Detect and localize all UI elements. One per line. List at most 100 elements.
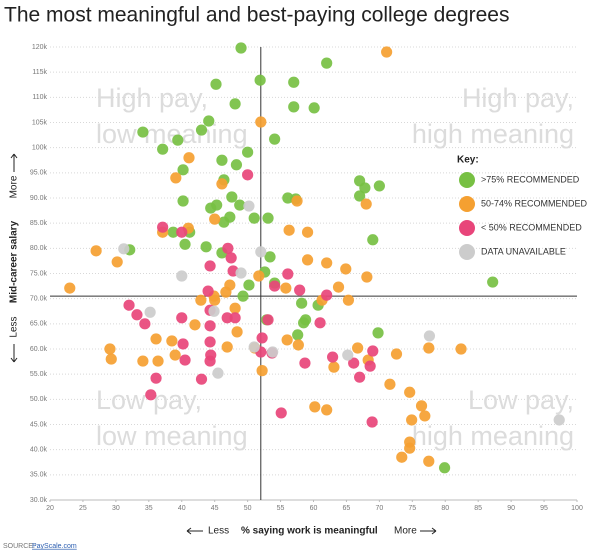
point [487,276,499,288]
point [423,330,436,342]
point [152,355,164,367]
point [90,245,102,257]
point [176,226,188,238]
quadrant-label: low meaning [96,421,248,451]
point [328,361,340,373]
point [195,294,207,306]
point [384,378,396,390]
point [172,134,184,146]
point [404,386,416,398]
point [209,213,221,225]
point [234,199,246,211]
point [390,348,403,360]
quadrant-label: high meaning [412,421,574,451]
point [361,271,373,283]
point [221,312,233,324]
y-tick-label: 70.0k [30,296,48,303]
point [167,226,179,238]
point [235,267,247,279]
x-tick-label: 50 [244,505,252,512]
point [309,401,321,413]
arrow [420,527,437,535]
point [139,318,151,330]
point [288,101,300,113]
point [216,154,228,166]
point [301,254,314,266]
legend-title: Key: [457,155,479,166]
point [204,320,216,332]
point [373,180,385,192]
point [292,339,304,351]
point [553,414,565,426]
y-tick-label: 120k [32,44,48,51]
point [372,327,384,339]
point [292,329,304,341]
x-tick-label: 55 [277,505,285,512]
x-tick-label: 30 [112,505,120,512]
point [189,319,201,331]
point [208,305,220,317]
point [237,290,249,302]
quadrant-label: low meaning [96,119,248,149]
point [364,360,376,372]
point [438,462,451,474]
point [176,312,188,324]
point [226,191,238,203]
point [332,281,345,293]
y-tick-label: 90.0k [30,195,48,202]
point [269,133,281,145]
quadrant-label: high meaning [412,119,574,149]
point [177,195,189,207]
point [423,342,435,354]
point [137,355,149,367]
point [212,367,224,379]
point [348,357,360,369]
point [243,200,255,212]
point [381,46,393,58]
legend-label: >75% RECOMMENDED [481,174,580,184]
point [179,354,191,366]
point [308,102,320,114]
y-axis-label: Mid-career salary [9,220,20,303]
point [242,169,254,181]
legend-marker [459,172,475,188]
point [314,317,326,329]
point [419,410,431,422]
legend-marker [459,220,475,236]
point [359,182,371,194]
legend-marker [459,196,475,212]
point [204,336,216,348]
point [183,152,195,164]
source-link[interactable]: PayScale.com [32,543,77,550]
x-axis-label: % saying work is meaningful [241,526,378,537]
quadrant-label: Low pay, [468,385,574,415]
point [200,241,212,253]
y-tick-label: 100k [32,145,48,152]
point [111,256,123,268]
point [105,353,117,365]
x-more: More [394,526,417,537]
x-less: Less [208,526,229,537]
point [150,333,162,345]
point [396,451,408,463]
point [231,326,243,338]
points [64,42,565,474]
y-tick-label: 55.0k [30,371,48,378]
point [275,407,287,419]
y-tick-label: 85.0k [30,220,48,227]
quadrant-label: High pay, [96,83,208,113]
point [283,224,295,236]
point [256,332,268,344]
arrow [10,153,18,172]
point [321,289,333,301]
point [352,342,364,354]
arrow [10,344,18,363]
point [255,116,267,128]
y-tick-label: 105k [32,119,48,126]
point [118,243,130,255]
x-tick-label: 90 [507,505,515,512]
x-tick-label: 20 [46,505,54,512]
chart-title: The most meaningful and best-paying coll… [4,4,509,27]
point [144,306,156,318]
y-axis-label-group: Mid-career salary Less More [9,153,20,363]
